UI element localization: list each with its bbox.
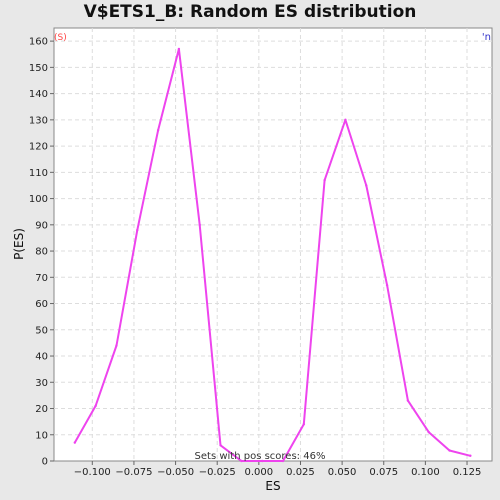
x-tick-label: −0.050 — [157, 467, 194, 478]
corner-label-right: 'n — [482, 32, 491, 43]
data-point — [406, 399, 410, 402]
x-tick-label: −0.025 — [199, 467, 236, 478]
y-axis-ticks: 0 10 20 30 40 50 60 70 80 90 100 110 120 130 140 150 160 — [29, 37, 54, 468]
data-point — [240, 459, 243, 463]
y-tick-label: 100 — [29, 194, 48, 205]
plot-annotation: Sets with pos scores: 46% — [195, 451, 326, 462]
y-tick-label: 10 — [35, 430, 48, 441]
chart-title: V$ETS1_B: Random ES distribution — [83, 2, 417, 22]
y-tick-label: 140 — [29, 89, 48, 100]
y-tick-label: 80 — [35, 247, 48, 258]
data-point — [177, 47, 181, 51]
x-axis-label: ES — [265, 479, 280, 493]
data-point — [344, 118, 347, 122]
data-point — [448, 449, 451, 452]
y-tick-label: 40 — [35, 352, 48, 363]
series-layer — [73, 47, 472, 463]
data-point — [94, 404, 97, 408]
y-tick-label: 130 — [29, 115, 48, 126]
data-point — [260, 459, 264, 463]
y-tick-label: 0 — [42, 457, 48, 468]
y-tick-label: 120 — [29, 142, 48, 153]
y-tick-label: 160 — [29, 37, 48, 48]
data-point — [323, 179, 326, 182]
data-point — [115, 344, 118, 347]
y-tick-label: 70 — [35, 273, 48, 284]
x-tick-label: 0.100 — [411, 467, 440, 478]
x-tick-label: 0.075 — [369, 467, 398, 478]
x-tick-label: 0.000 — [245, 467, 274, 478]
x-tick-label: 0.025 — [286, 467, 315, 478]
y-axis-label: P(ES) — [12, 228, 26, 260]
y-tick-label: 90 — [35, 220, 48, 231]
y-tick-label: 20 — [35, 404, 48, 415]
data-point — [302, 423, 306, 426]
series-line — [73, 48, 471, 462]
y-tick-label: 60 — [35, 299, 48, 310]
x-tick-label: −0.075 — [115, 467, 152, 478]
x-tick-label: 0.050 — [328, 467, 357, 478]
data-point — [365, 184, 368, 187]
data-point — [281, 459, 285, 463]
y-tick-label: 50 — [35, 325, 48, 336]
data-point — [427, 430, 430, 434]
data-point — [198, 223, 201, 227]
plot-area — [53, 27, 493, 462]
data-point — [73, 441, 77, 444]
y-tick-label: 110 — [29, 168, 48, 179]
x-tick-label: 0.125 — [453, 467, 482, 478]
data-point — [385, 283, 389, 287]
data-point — [136, 228, 139, 232]
grid-lines — [54, 28, 492, 461]
data-point — [156, 129, 160, 132]
corner-label-left: (S) — [54, 33, 67, 43]
x-tick-label: −0.100 — [74, 467, 111, 478]
data-point — [219, 444, 222, 447]
x-axis-ticks: −0.100 −0.075 −0.050 −0.025 0.000 0.025 0.050 0… — [74, 461, 482, 478]
y-tick-label: 30 — [35, 378, 48, 389]
data-point — [469, 454, 472, 457]
y-tick-label: 150 — [29, 63, 48, 74]
